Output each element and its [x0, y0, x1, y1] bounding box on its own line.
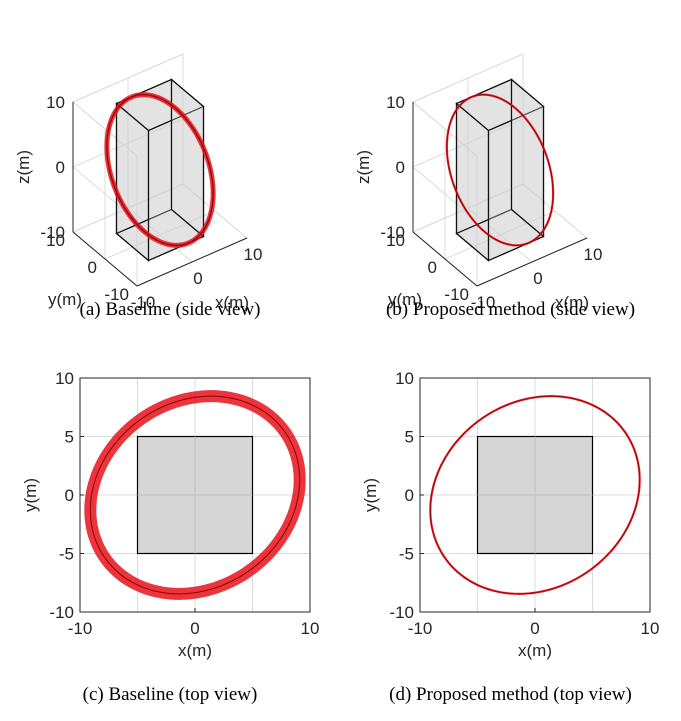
z-tick-label: 0	[396, 158, 405, 177]
grid-line	[412, 53, 524, 103]
z-tick-label: -10	[40, 223, 65, 242]
z-tick-label: 10	[386, 93, 405, 112]
x-axis-label: x(m)	[555, 293, 589, 312]
y-tick-label: 10	[46, 231, 65, 250]
x-tick-label: -10	[408, 619, 433, 638]
panel-d-proposed-top: -10 -5 0 5 10 -10 0 10 y(m) x(m)	[340, 350, 681, 670]
y-tick-label: -10	[104, 285, 129, 304]
grid-line	[412, 101, 478, 157]
x-tick-label: -10	[471, 293, 496, 312]
caption-a: (a) Baseline (side view)	[79, 299, 261, 320]
caption-b: (b) Proposed method (side view)	[385, 299, 636, 320]
z-tick-label: -10	[380, 223, 405, 242]
y-axis-label: y(m)	[48, 290, 82, 309]
z-tick-label: 0	[56, 158, 65, 177]
y-tick-label: 10	[395, 369, 414, 388]
y-tick-label: -10	[389, 603, 414, 622]
x-tick-label: 10	[244, 245, 263, 264]
y-tick-label: 0	[428, 258, 437, 277]
grid-line	[444, 210, 556, 260]
x-tick-label: 10	[641, 619, 660, 638]
x-axis-label: x(m)	[518, 641, 552, 660]
grid-line	[522, 183, 588, 239]
grid-line	[412, 183, 524, 233]
y-tick-label: 0	[405, 486, 414, 505]
trajectory-core-line	[429, 395, 641, 595]
y-axis-label: y(m)	[21, 478, 40, 512]
y-tick-label: -10	[49, 603, 74, 622]
trajectory-core-line	[446, 94, 554, 246]
x-axis-line	[476, 237, 588, 287]
chart-d-2d: -10 -5 0 5 10 -10 0 10 y(m) x(m)	[361, 369, 660, 660]
chart-c-2d: -10 -5 0 5 10 -10 0 10 y(m) x(m)	[21, 369, 320, 660]
grid-line	[412, 118, 524, 168]
x-axis-label: x(m)	[178, 641, 212, 660]
x-tick-label: 10	[301, 619, 320, 638]
y-tick-label: 10	[386, 231, 405, 250]
grid-line	[72, 53, 184, 103]
z-axis-label: z(m)	[354, 150, 373, 184]
trajectory-core-line	[89, 395, 301, 595]
z-axis-label: z(m)	[14, 150, 33, 184]
y-tick-label: 10	[55, 369, 74, 388]
x-axis-line	[136, 237, 248, 287]
z-tick-label: 10	[46, 93, 65, 112]
panel-b-proposed-side: -10 0 10 -10 0 10 -10 0 10 z(m) y(m) x(m)	[340, 0, 681, 312]
x-tick-label: 0	[530, 619, 539, 638]
obstacle-face	[510, 78, 545, 238]
y-tick-label: 0	[88, 258, 97, 277]
x-tick-label: -10	[68, 619, 93, 638]
panel-c-baseline-top: -10 -5 0 5 10 -10 0 10 y(m) x(m)	[0, 350, 340, 670]
y-axis-label: y(m)	[361, 478, 380, 512]
y-tick-label: 5	[405, 428, 414, 447]
y-tick-label: -5	[399, 545, 414, 564]
grid-line	[72, 118, 184, 168]
y-tick-label: 0	[65, 486, 74, 505]
x-tick-label: 0	[190, 619, 199, 638]
trajectory-core-line	[106, 94, 214, 246]
y-axis-line	[412, 231, 478, 287]
caption-d: (d) Proposed method (top view)	[389, 684, 632, 705]
grid-line	[104, 210, 216, 260]
x-axis-label: x(m)	[215, 293, 249, 312]
x-tick-label: 0	[533, 269, 542, 288]
panel-a-baseline-side: -10 0 10 -10 0 10 -10 0 10 z(m) y(m) x(m)	[0, 0, 340, 312]
y-tick-label: -10	[444, 285, 469, 304]
grid-line	[182, 183, 248, 239]
y-tick-label: 5	[65, 428, 74, 447]
y-axis-label: y(m)	[388, 290, 422, 309]
y-axis-line	[72, 231, 138, 287]
x-tick-label: -10	[131, 293, 156, 312]
caption-c: (c) Baseline (top view)	[82, 684, 258, 705]
grid-line	[72, 101, 138, 157]
obstacle-face	[170, 78, 205, 238]
y-tick-label: -5	[59, 545, 74, 564]
grid-line	[72, 183, 184, 233]
x-tick-label: 10	[584, 245, 603, 264]
x-tick-label: 0	[193, 269, 202, 288]
